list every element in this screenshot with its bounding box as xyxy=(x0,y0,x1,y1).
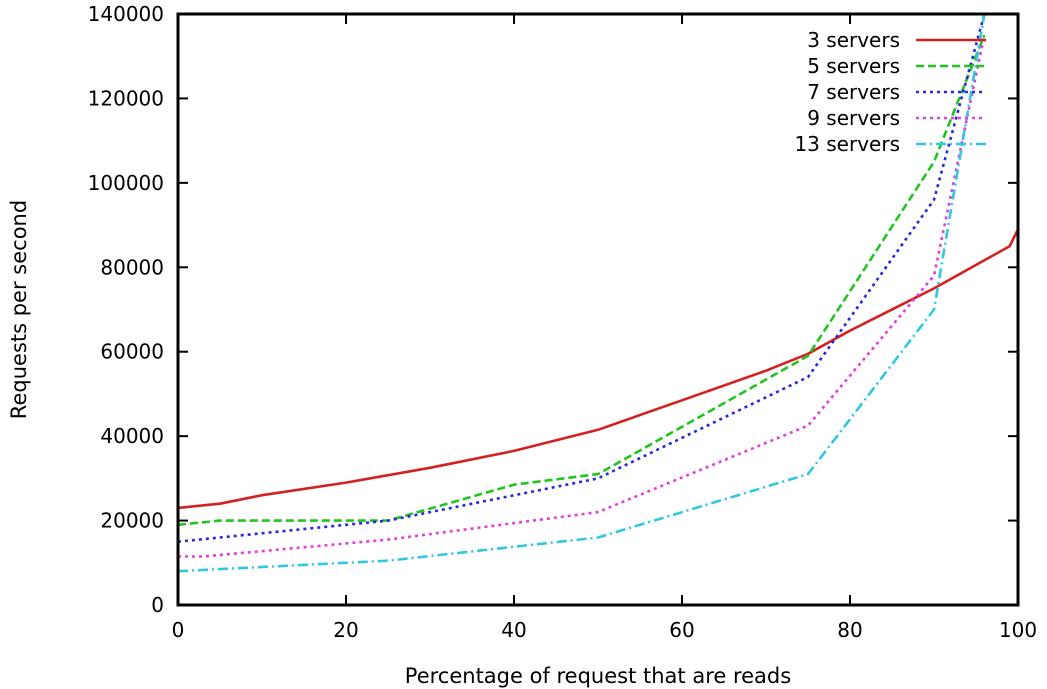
y-tick-label: 60000 xyxy=(100,340,164,364)
plot-frame xyxy=(176,12,1020,607)
legend-label: 5 servers xyxy=(807,54,900,78)
series-line-5-servers xyxy=(178,34,986,527)
x-tick-label: 20 xyxy=(333,618,358,642)
legend-label: 9 servers xyxy=(807,106,900,130)
series-line-7-servers xyxy=(178,14,986,543)
tick-labels-layer: 0 20 40 60 80 100 0 20000 40000 60000 80000 100000 1… xyxy=(88,2,1037,642)
y-tick-label: 0 xyxy=(151,593,164,617)
ticks-layer xyxy=(177,13,1019,606)
x-axis-title: Percentage of request that are reads xyxy=(405,664,791,688)
legend-label: 7 servers xyxy=(807,80,900,104)
y-tick-label: 120000 xyxy=(88,86,164,110)
legend-label: 3 servers xyxy=(807,28,900,52)
series-line-13-servers xyxy=(178,14,986,573)
x-tick-label: 80 xyxy=(837,618,862,642)
series-layer xyxy=(178,14,1018,573)
series-line-9-servers xyxy=(178,34,986,558)
y-axis-title: Requests per second xyxy=(7,200,31,419)
x-tick-label: 40 xyxy=(501,618,526,642)
y-tick-label: 100000 xyxy=(88,171,164,195)
legend-label: 13 servers xyxy=(794,132,900,156)
y-tick-label: 20000 xyxy=(100,509,164,533)
y-tick-label: 140000 xyxy=(88,2,164,26)
x-tick-label: 60 xyxy=(669,618,694,642)
y-tick-label: 40000 xyxy=(100,424,164,448)
y-tick-label: 80000 xyxy=(100,255,164,279)
x-tick-label: 100 xyxy=(999,618,1037,642)
x-tick-label: 0 xyxy=(172,618,185,642)
series-line-3-servers xyxy=(178,228,1018,510)
